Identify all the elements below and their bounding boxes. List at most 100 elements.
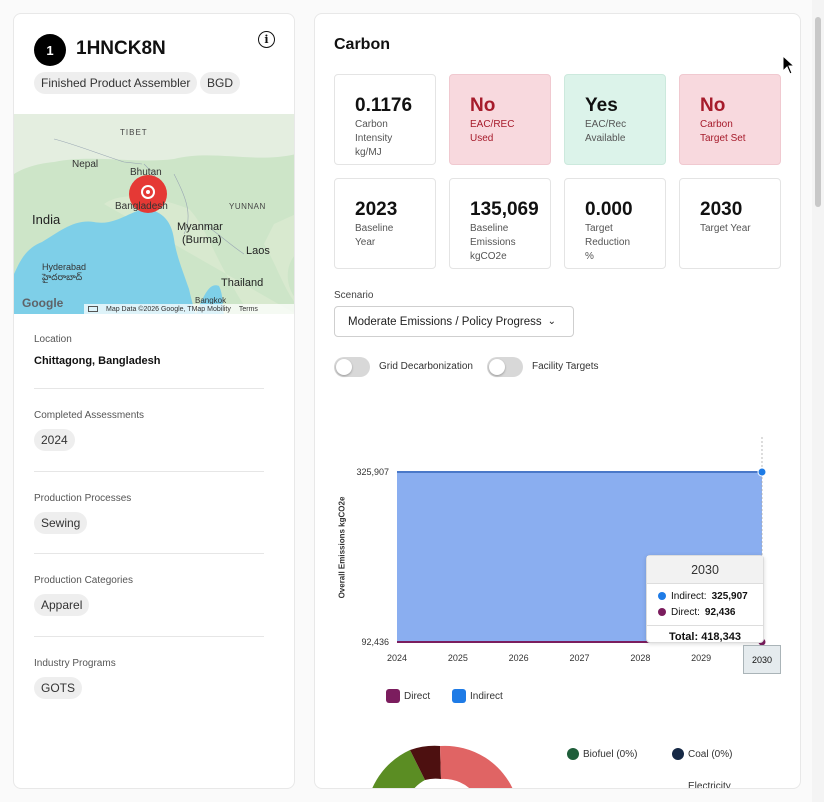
keyboard-icon[interactable]	[88, 306, 98, 312]
card-value: 135,069	[470, 199, 539, 220]
mouse-cursor-icon	[782, 55, 796, 75]
card-label: EAC/REC Used	[470, 119, 515, 144]
x-tick-label: 2028	[630, 653, 650, 663]
card-value: 0.1176	[355, 95, 413, 116]
programs-label: Industry Programs	[34, 658, 116, 669]
program-chip: GOTS	[34, 677, 83, 699]
indirect-dot-icon	[658, 592, 666, 600]
card-value: 0.000	[585, 199, 633, 220]
card-value: No	[470, 95, 496, 116]
chevron-down-icon: ⌄	[547, 316, 557, 327]
tooltip-indirect-label: Indirect:	[671, 590, 707, 602]
process-chip: Sewing	[34, 512, 88, 534]
map-label-nepal: Nepal	[72, 159, 99, 170]
tooltip-direct-value: 92,436	[704, 606, 736, 618]
donut-slice-green[interactable]	[370, 750, 425, 789]
biofuel-legend-dot	[567, 748, 579, 760]
donut-slice-red[interactable]	[440, 745, 515, 789]
x-tick-label: 2025	[448, 653, 468, 663]
country-tag: BGD	[200, 72, 241, 94]
energy-mix-donut[interactable]	[355, 734, 535, 789]
map-label-india: India	[32, 212, 61, 227]
info-icon[interactable]: i	[258, 31, 275, 48]
map-label-thailand: Thailand	[221, 277, 264, 289]
card-label: Carbon Target Set	[700, 119, 746, 144]
map-terms-link[interactable]: Terms	[238, 305, 258, 313]
target-year-card: 2030 Target Year	[679, 178, 781, 269]
card-label: EAC/Rec Available	[585, 119, 627, 144]
tooltip-year: 2030	[647, 556, 763, 584]
direct-legend-swatch[interactable]	[386, 689, 400, 703]
chart-tooltip: 2030 Indirect: 325,907 Direct: 92,436 To…	[646, 555, 764, 643]
grid-decarbonization-toggle[interactable]	[334, 357, 370, 377]
carbon-intensity-card: 0.1176 Carbon Intensity kg/MJ	[334, 74, 436, 165]
map-label-bangkok: Bangkok	[195, 296, 227, 305]
map-label-hyderabad: Hyderabad	[42, 262, 87, 272]
location-label: Location	[34, 334, 72, 345]
map-label-bangladesh: Bangladesh	[115, 201, 168, 212]
x-tick-label: 2027	[569, 653, 589, 663]
assessments-label: Completed Assessments	[34, 410, 145, 421]
facility-targets-toggle[interactable]	[487, 357, 523, 377]
carbon-target-set-card: No Carbon Target Set	[679, 74, 781, 165]
indirect-legend-label[interactable]: Indirect	[470, 691, 503, 702]
tooltip-indirect-value: 325,907	[711, 590, 748, 602]
scenario-select[interactable]: Moderate Emissions / Policy Progress ⌄	[334, 306, 574, 337]
tooltip-total: Total: 418,343	[647, 625, 763, 648]
biofuel-legend-label: Biofuel (0%)	[583, 749, 638, 760]
grid-decarbonization-label: Grid Decarbonization	[379, 361, 473, 372]
y-tick-label: 325,907	[356, 467, 389, 477]
map-label-laos: Laos	[246, 245, 270, 257]
electricity-legend-label: Electricity	[688, 781, 731, 789]
card-value: 2030	[700, 199, 743, 220]
categories-label: Production Categories	[34, 575, 133, 586]
indirect-legend-swatch[interactable]	[452, 689, 466, 703]
section-divider	[34, 636, 264, 637]
tooltip-indirect-row: Indirect: 325,907	[647, 589, 763, 603]
indirect-point-2030	[757, 467, 767, 477]
chart-y-axis-label: Overall Emissions kgCO2e	[337, 496, 347, 599]
google-logo: Google	[22, 296, 64, 310]
category-chip: Apparel	[34, 594, 90, 616]
map-label-hyderabad-telugu: హైదరాబాద్	[42, 272, 83, 282]
tooltip-direct-row: Direct: 92,436	[647, 605, 763, 619]
map-label-yunnan: YUNNAN	[229, 202, 266, 211]
section-divider	[34, 553, 264, 554]
eac-rec-used-card: No EAC/REC Used	[449, 74, 551, 165]
facility-targets-label: Facility Targets	[532, 361, 599, 372]
map-label-burma: (Burma)	[182, 234, 222, 246]
facility-rank-badge: 1	[34, 34, 66, 66]
map-label-bhutan: Bhutan	[130, 167, 162, 178]
map-canvas	[14, 114, 294, 314]
y-tick-label: 92,436	[361, 637, 389, 647]
x-tick-label: 2026	[509, 653, 529, 663]
card-label: Carbon Intensity kg/MJ	[355, 119, 393, 158]
x-tick-label: 2029	[691, 653, 711, 663]
carbon-section-title: Carbon	[334, 36, 390, 53]
carbon-panel: Carbon 0.1176 Carbon Intensity kg/MJ No …	[314, 13, 801, 789]
location-map[interactable]: TIBET Nepal Bhutan India Bangladesh YUNN…	[14, 114, 294, 314]
card-label: Target Year	[700, 223, 751, 234]
direct-legend-label[interactable]: Direct	[404, 691, 431, 702]
direct-dot-icon	[658, 608, 666, 616]
donut-slice-dark[interactable]	[410, 745, 441, 780]
coal-legend-label: Coal (0%)	[688, 749, 733, 760]
scenario-label: Scenario	[334, 290, 374, 301]
card-value: No	[700, 95, 726, 116]
assessment-year-chip: 2024	[34, 429, 75, 451]
card-value: Yes	[585, 95, 618, 116]
section-divider	[34, 471, 264, 472]
facility-type-tag: Finished Product Assembler	[34, 72, 198, 94]
eac-rec-available-card: Yes EAC/Rec Available	[564, 74, 666, 165]
section-divider	[34, 388, 264, 389]
facility-name: 1HNCK8N	[76, 38, 166, 59]
page-scrollbar-thumb[interactable]	[815, 17, 821, 207]
card-label: Target Reduction %	[585, 223, 631, 262]
x-tick-label: 2024	[387, 653, 407, 663]
location-value: Chittagong, Bangladesh	[34, 355, 161, 367]
scenario-selected-value: Moderate Emissions / Policy Progress	[348, 315, 542, 328]
map-attribution-bar: Map Data ©2026 Google, TMap Mobility Ter…	[84, 304, 294, 314]
card-label: Baseline Year	[355, 223, 394, 248]
coal-legend-dot	[672, 748, 684, 760]
baseline-year-card: 2023 Baseline Year	[334, 178, 436, 269]
